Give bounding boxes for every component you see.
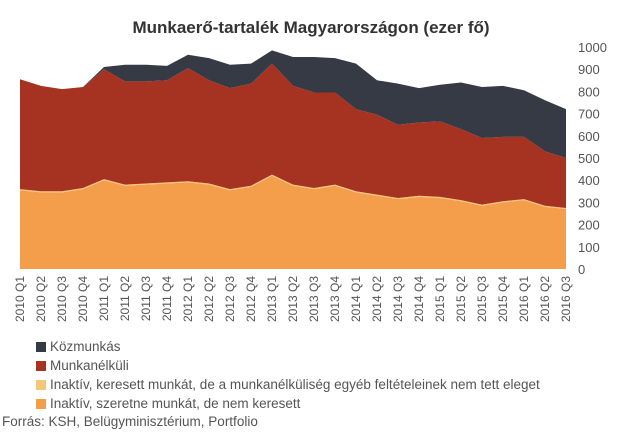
legend-swatch: [36, 341, 46, 352]
x-tick-label: 2012 Q2: [202, 276, 216, 322]
area-kozmunkas: [20, 50, 566, 158]
x-tick-label: 2013 Q4: [328, 276, 342, 322]
x-tick-label: 2014 Q4: [412, 276, 426, 322]
legend-label: Munkanélküli: [50, 358, 129, 373]
x-tick-label: 2014 Q2: [370, 276, 384, 322]
x-tick-label: 2014 Q3: [391, 276, 405, 322]
legend-label: Közmunkás: [50, 339, 121, 354]
x-tick-label: 2015 Q1: [433, 276, 447, 322]
y-tick-label: 400: [578, 173, 600, 188]
x-tick-label: 2012 Q4: [244, 276, 258, 322]
legend-swatch: [36, 379, 46, 390]
y-tick-label: 100: [578, 240, 600, 255]
x-tick-label: 2015 Q4: [496, 276, 510, 322]
x-tick-label: 2010 Q1: [13, 276, 27, 322]
legend: Közmunkás Munkanélküli Inaktív, keresett…: [36, 337, 540, 413]
legend-item: Munkanélküli: [36, 356, 540, 375]
legend-swatch: [36, 398, 46, 409]
area-munkanelkuli: [20, 63, 566, 208]
x-tick-label: 2013 Q1: [265, 276, 279, 322]
x-tick-label: 2010 Q3: [55, 276, 69, 322]
legend-item: Inaktív, keresett munkát, de a munkanélk…: [36, 375, 540, 394]
y-tick-label: 300: [578, 195, 600, 210]
y-tick-label: 700: [578, 107, 600, 122]
x-tick-label: 2016 Q2: [538, 276, 552, 322]
legend-label: Inaktív, szeretne munkát, de nem kereset…: [50, 396, 301, 411]
x-tick-label: 2013 Q3: [307, 276, 321, 322]
y-tick-label: 200: [578, 218, 600, 233]
x-tick-label: 2015 Q2: [454, 276, 468, 322]
x-tick-label: 2011 Q3: [139, 276, 153, 321]
y-tick-label: 1000: [578, 40, 607, 55]
x-tick-label: 2015 Q3: [475, 276, 489, 322]
y-tick-label: 600: [578, 129, 600, 144]
area-inaktiv-keresett: [20, 174, 566, 210]
x-tick-label: 2010 Q4: [76, 276, 90, 322]
x-tick-label: 2011 Q4: [160, 276, 174, 321]
area-inaktiv-nem-keresett: [20, 175, 566, 269]
legend-label: Inaktív, keresett munkát, de a munkanélk…: [50, 377, 540, 392]
x-tick-label: 2012 Q3: [223, 276, 237, 322]
y-tick-label: 800: [578, 84, 600, 99]
y-tick-label: 0: [578, 262, 585, 277]
y-axis-ticks: 0 100 200 300 400 500 600 700 800 900 1000: [578, 40, 607, 277]
x-tick-label: 2016 Q3: [559, 276, 573, 322]
x-axis-ticks: 2010 Q1 2010 Q2 2010 Q3 2010 Q4 2011 Q1 2011 …: [13, 276, 573, 322]
x-tick-label: 2012 Q1: [181, 276, 195, 322]
area-layers: [20, 50, 566, 269]
chart-title: Munkaerő-tartalék Magyarországon (ezer f…: [132, 18, 489, 37]
x-tick-label: 2011 Q1: [97, 276, 111, 321]
x-tick-label: 2010 Q2: [34, 276, 48, 322]
y-tick-label: 500: [578, 151, 600, 166]
x-tick-label: 2013 Q2: [286, 276, 300, 322]
legend-item: Közmunkás: [36, 337, 540, 356]
x-tick-label: 2014 Q1: [349, 276, 363, 322]
x-tick-label: 2011 Q2: [118, 276, 132, 321]
source-note: Forrás: KSH, Belügyminisztérium, Portfol…: [2, 414, 258, 429]
legend-swatch: [36, 360, 46, 371]
y-tick-label: 900: [578, 62, 600, 77]
x-tick-label: 2016 Q1: [517, 276, 531, 322]
legend-item: Inaktív, szeretne munkát, de nem kereset…: [36, 394, 540, 413]
